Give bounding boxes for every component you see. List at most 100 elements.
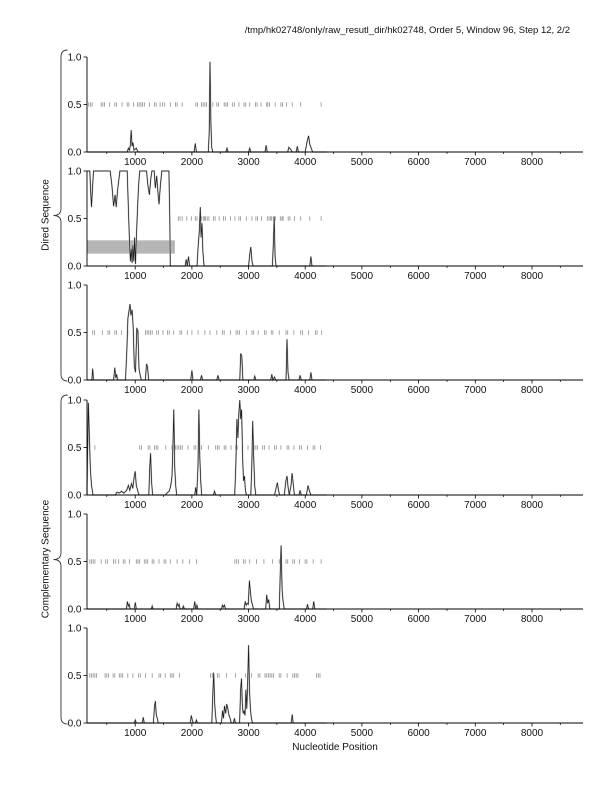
signal-line [87, 170, 327, 267]
signal-line-halo [87, 545, 327, 610]
rug-marks [92, 330, 323, 335]
rug-marks [89, 673, 321, 678]
figure-title: /tmp/hk02748/only/raw_resutl_dir/hk02748… [244, 25, 570, 36]
signal-line-halo [87, 303, 327, 383]
y-tick-label: 0.0 [68, 718, 82, 729]
rug-marks [89, 559, 322, 564]
x-tick-label: 4000 [294, 385, 317, 396]
x-tick-label: 2000 [181, 157, 204, 168]
x-tick-label: 7000 [464, 614, 487, 625]
y-tick-label: 0.5 [68, 671, 82, 682]
rug-marks [88, 102, 322, 107]
signal-line-halo [87, 645, 327, 724]
x-tick-label: 3000 [237, 614, 260, 625]
x-tick-label: 2000 [181, 614, 204, 625]
x-ticks: 1000 2000 3000 4000 5000 6000 7000 8000 [106, 495, 561, 511]
y-ticks: 1.0 0.5 0.0 [68, 623, 87, 729]
x-tick-label: 7000 [464, 385, 487, 396]
signal-line [87, 645, 327, 724]
x-tick-label: 5000 [351, 385, 374, 396]
x-tick-label: 4000 [294, 500, 317, 511]
y-group-label-dired: Dired Sequence [40, 179, 52, 251]
x-tick-label: 3000 [237, 500, 260, 511]
x-tick-label: 3000 [237, 728, 260, 739]
signal-line-halo [86, 399, 327, 496]
x-tick-label: 1000 [124, 271, 147, 282]
y-tick-label: 1.0 [68, 395, 82, 406]
brace-complementary [53, 394, 68, 725]
y-tick-label: 0.5 [68, 100, 82, 111]
rug-marks [177, 216, 322, 221]
x-tick-label: 2000 [181, 728, 204, 739]
y-tick-label: 0.0 [68, 604, 82, 615]
y-tick-label: 0.5 [68, 557, 82, 568]
y-group-label-complementary: Complementary Sequence [40, 499, 52, 619]
x-tick-label: 4000 [294, 157, 317, 168]
subplot-dired-2: 1000 2000 3000 4000 5000 6000 7000 8000 1.0 0.5 0.… [68, 166, 583, 282]
y-tick-label: 0.0 [68, 261, 82, 272]
x-tick-label: 5000 [351, 271, 374, 282]
x-tick-label: 8000 [521, 271, 544, 282]
x-tick-label: 6000 [407, 271, 430, 282]
x-tick-label: 4000 [294, 728, 317, 739]
x-tick-label: 3000 [237, 157, 260, 168]
x-tick-label: 1000 [124, 728, 147, 739]
y-ticks: 1.0 0.5 0.0 [68, 52, 87, 158]
x-tick-label: 3000 [237, 385, 260, 396]
x-ticks: 1000 2000 3000 4000 5000 6000 7000 8000 [106, 380, 561, 396]
x-tick-label: 6000 [407, 385, 430, 396]
x-tick-label: 7000 [464, 157, 487, 168]
subplot-dired-1: 1000 2000 3000 4000 5000 6000 7000 8000 1.0 0.5 0.… [68, 52, 583, 168]
x-tick-label: 1000 [124, 500, 147, 511]
x-tick-label: 8000 [521, 385, 544, 396]
subplot-dired-3: 1000 2000 3000 4000 5000 6000 7000 8000 1.0 0.5 0.… [68, 280, 583, 396]
x-tick-label: 3000 [237, 271, 260, 282]
x-tick-label: 8000 [521, 614, 544, 625]
y-ticks: 1.0 0.5 0.0 [68, 395, 87, 501]
x-axis-label: Nucleotide Position [292, 742, 378, 753]
x-tick-label: 8000 [521, 728, 544, 739]
subplot-complementary-3: 1000 2000 3000 4000 5000 6000 7000 8000 1.0 0.5 0.… [68, 623, 583, 739]
x-tick-label: 1000 [124, 157, 147, 168]
x-tick-label: 7000 [464, 271, 487, 282]
y-tick-label: 0.5 [68, 443, 82, 454]
x-tick-label: 6000 [407, 728, 430, 739]
y-tick-label: 0.5 [68, 328, 82, 339]
x-tick-label: 8000 [521, 157, 544, 168]
x-tick-label: 5000 [351, 614, 374, 625]
x-tick-label: 4000 [294, 614, 317, 625]
x-tick-label: 2000 [181, 385, 204, 396]
y-ticks: 1.0 0.5 0.0 [68, 509, 87, 615]
subplot-complementary-2: 1000 2000 3000 4000 5000 6000 7000 8000 1.0 0.5 0.… [68, 509, 583, 625]
signal-line-halo [87, 61, 327, 153]
x-ticks: 1000 2000 3000 4000 5000 6000 7000 8000 [106, 609, 561, 625]
x-ticks: 1000 2000 3000 4000 5000 6000 7000 8000 [106, 152, 561, 168]
x-tick-label: 5000 [351, 728, 374, 739]
y-tick-label: 1.0 [68, 166, 82, 177]
x-ticks: 1000 2000 3000 4000 5000 6000 7000 8000 [106, 723, 561, 739]
signal-line [87, 545, 327, 610]
x-tick-label: 4000 [294, 271, 317, 282]
x-tick-label: 8000 [521, 500, 544, 511]
subplot-complementary-1: 1000 2000 3000 4000 5000 6000 7000 8000 1.0 0.5 0.… [68, 395, 583, 511]
highlight-band [87, 240, 175, 254]
x-tick-label: 1000 [124, 385, 147, 396]
brace-dired [53, 49, 68, 382]
rug-marks [94, 445, 321, 450]
signal-line [87, 303, 327, 382]
y-ticks: 1.0 0.5 0.0 [68, 166, 87, 272]
x-tick-label: 6000 [407, 157, 430, 168]
x-tick-label: 7000 [464, 500, 487, 511]
y-tick-label: 0.0 [68, 147, 82, 158]
x-tick-label: 1000 [124, 614, 147, 625]
x-tick-label: 7000 [464, 728, 487, 739]
y-tick-label: 0.0 [68, 375, 82, 386]
y-tick-label: 1.0 [68, 52, 82, 63]
x-tick-label: 5000 [351, 157, 374, 168]
x-tick-label: 5000 [351, 500, 374, 511]
x-tick-label: 6000 [407, 614, 430, 625]
y-ticks: 1.0 0.5 0.0 [68, 280, 87, 386]
x-ticks: 1000 2000 3000 4000 5000 6000 7000 8000 [106, 266, 561, 282]
